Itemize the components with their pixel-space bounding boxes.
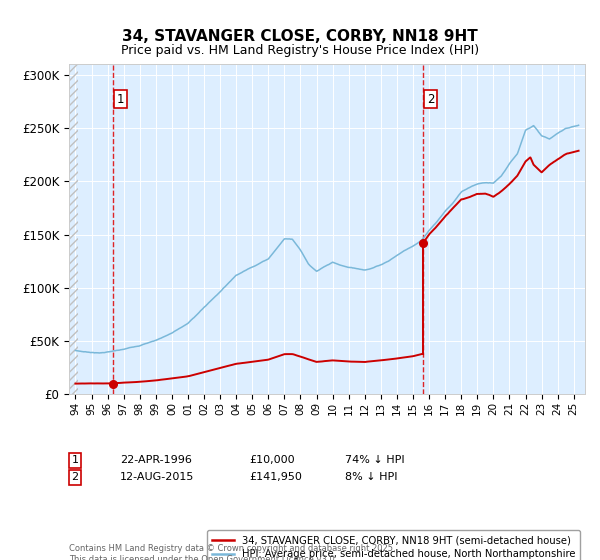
Bar — [69, 64, 78, 394]
Text: Price paid vs. HM Land Registry's House Price Index (HPI): Price paid vs. HM Land Registry's House … — [121, 44, 479, 57]
Legend: 34, STAVANGER CLOSE, CORBY, NN18 9HT (semi-detached house), HPI: Average price, : 34, STAVANGER CLOSE, CORBY, NN18 9HT (se… — [206, 530, 580, 560]
Text: 8% ↓ HPI: 8% ↓ HPI — [345, 472, 398, 482]
Text: 34, STAVANGER CLOSE, CORBY, NN18 9HT: 34, STAVANGER CLOSE, CORBY, NN18 9HT — [122, 29, 478, 44]
Text: 1: 1 — [71, 455, 79, 465]
Text: 12-AUG-2015: 12-AUG-2015 — [120, 472, 194, 482]
Text: 1: 1 — [116, 92, 124, 105]
Text: £141,950: £141,950 — [249, 472, 302, 482]
Text: 2: 2 — [71, 472, 79, 482]
Text: 74% ↓ HPI: 74% ↓ HPI — [345, 455, 404, 465]
Text: £10,000: £10,000 — [249, 455, 295, 465]
Text: 2: 2 — [427, 92, 434, 105]
Text: Contains HM Land Registry data © Crown copyright and database right 2025.
This d: Contains HM Land Registry data © Crown c… — [69, 544, 395, 560]
Text: 22-APR-1996: 22-APR-1996 — [120, 455, 192, 465]
